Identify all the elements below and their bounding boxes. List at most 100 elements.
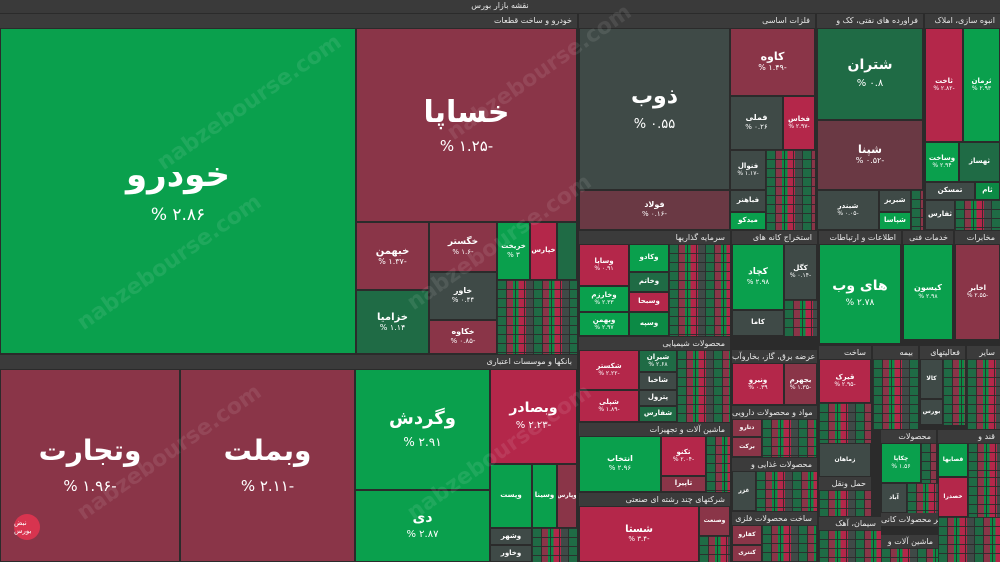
tile-kaveh[interactable]: کاوه % ۱.۴۹-: [730, 28, 815, 96]
tile-vgardesh[interactable]: وگردش % ۲.۹۱: [355, 369, 490, 490]
tile-tkno[interactable]: تکنو % ۲.۰۴-: [661, 436, 706, 476]
tile-kntrol[interactable]: کنتری: [732, 545, 762, 562]
tile-shbali[interactable]: شپلی % ۱.۸۹-: [579, 390, 639, 422]
tile-kfaro[interactable]: کفارو: [732, 525, 762, 545]
tile-bors[interactable]: بورس: [920, 399, 943, 425]
tile-kisun[interactable]: کیسون % ۲.۹۸: [903, 244, 953, 340]
tile-kchad[interactable]: کچاد % ۲.۹۸: [732, 244, 784, 310]
tile-khavar[interactable]: خاور % ۰.۴۴: [429, 272, 497, 320]
tile-group-chemical-small[interactable]: [677, 350, 730, 422]
tile-kalar[interactable]: کالا: [920, 359, 943, 399]
tile-group-support-small[interactable]: [943, 359, 965, 425]
tile-shapna[interactable]: شپنا % ۰.۵۲-: [817, 120, 923, 190]
tile-tamasakan[interactable]: تمسکن: [925, 182, 975, 200]
tile-group-bottom-mid[interactable]: [881, 548, 938, 562]
tile-khbahman[interactable]: خبهمن % ۱.۳۷-: [356, 222, 429, 290]
tile-small-auto[interactable]: [557, 222, 577, 280]
tile-vkhatam[interactable]: وخاتم: [629, 272, 669, 292]
tile-group-machinery-small[interactable]: [706, 436, 730, 492]
tile-vkado[interactable]: وکادو: [629, 244, 669, 272]
tile-group-auto-small[interactable]: [497, 280, 577, 354]
tile-zob[interactable]: ذوب % ۰.۵۵: [579, 28, 730, 190]
tile-group-bottom-right[interactable]: [938, 517, 1000, 562]
tile-vbahman[interactable]: وبهمن % ۲.۹۷: [579, 312, 629, 336]
tile-group-pharma-small[interactable]: [819, 403, 871, 443]
tile-vsakht[interactable]: وساخت % ۲.۹۴: [925, 142, 959, 182]
tile-sakhab[interactable]: ثاخت % ۲.۸۲-: [925, 28, 963, 142]
tile-vsanat[interactable]: وصنعت: [699, 506, 730, 536]
tile-vshahr[interactable]: وشهر: [490, 528, 532, 545]
tile-qirak[interactable]: قیرک % ۲.۹۵-: [819, 359, 871, 403]
tile-di[interactable]: دی % ۲.۸۷: [355, 490, 490, 562]
tile-fnovin[interactable]: فنوال % ۱.۱۷-: [730, 150, 766, 190]
tile-midko[interactable]: میدکو: [730, 212, 766, 230]
tile-group-transport[interactable]: [819, 490, 871, 516]
tile-group-insurance[interactable]: [873, 359, 918, 429]
tile-sam[interactable]: ثام: [975, 182, 1000, 200]
tile-vsabha[interactable]: وسبحا: [629, 292, 669, 312]
tile-shbandar[interactable]: شبندر % ۰.۰۵-: [817, 190, 879, 230]
tile-group-cement-small[interactable]: [955, 200, 1000, 230]
tile-vsapa2[interactable]: وسپه: [629, 312, 669, 336]
tile-dbarkat[interactable]: برکت: [732, 437, 762, 457]
tile-group-products-small[interactable]: [921, 443, 936, 483]
tile-saheza[interactable]: ثهساز: [959, 142, 1000, 182]
tile-khzamia[interactable]: خزامیا % ۱.۱۴: [356, 290, 429, 354]
tile-vkhavar[interactable]: وخاور: [490, 545, 532, 562]
tile-shekastar[interactable]: شکستر % ۲.۲۲-: [579, 350, 639, 390]
tile-group-banks-small[interactable]: [532, 528, 577, 562]
tile-group-cement2[interactable]: [819, 530, 881, 562]
tile-shatran[interactable]: شتران % ۰.۸: [817, 28, 923, 120]
tile-gazar[interactable]: غزر: [732, 471, 756, 511]
tile-akhaber[interactable]: اخابر % ۲.۵۵-: [955, 244, 1000, 340]
tile-vpost[interactable]: وپست: [490, 464, 532, 528]
tile-group-misc[interactable]: [907, 483, 938, 513]
tile-vparsa[interactable]: وپارس: [557, 464, 577, 528]
tile-group-multi-small[interactable]: [699, 536, 730, 562]
tile-fooland[interactable]: فولاد % ۰.۱۶-: [579, 190, 730, 230]
tile-shpetrol[interactable]: پترول: [639, 390, 677, 406]
tile-group-refinery-small[interactable]: [911, 190, 923, 230]
tile-kama[interactable]: کاما: [732, 310, 784, 336]
tile-sharman[interactable]: ثرمان % ۲.۹۳: [963, 28, 1000, 142]
tile-shaspa[interactable]: شاخبا: [639, 372, 677, 390]
tile-group-invest-small[interactable]: [669, 244, 730, 336]
tile-bjahrom[interactable]: بجهرم % ۱.۳۵-: [784, 363, 817, 405]
tile-group-drugs-small[interactable]: [762, 419, 817, 457]
tile-tapira[interactable]: تاپیرا: [661, 476, 706, 492]
tile-hai-web[interactable]: های وب % ۲.۷۸: [819, 244, 901, 344]
tile-khgostar[interactable]: خگستر % ۱.۶-: [429, 222, 497, 272]
tile-group-mining-small[interactable]: [784, 300, 817, 336]
tile-entekhab[interactable]: انتخاب % ۲.۹۶: [579, 436, 661, 492]
tile-group-sugar-small[interactable]: [968, 443, 1000, 477]
tile-khesra[interactable]: خصدرا: [938, 477, 968, 517]
tile-khsapa[interactable]: خساپا % ۱.۲۵-: [356, 28, 577, 222]
tile-khparas[interactable]: خپارس: [530, 222, 557, 280]
tile-shiran[interactable]: شیران % ۲.۶۸: [639, 350, 677, 372]
tile-sfars[interactable]: ثفارس: [925, 200, 955, 230]
tile-dtaro[interactable]: دتارو: [732, 419, 762, 437]
tile-ghasabha[interactable]: قصابها: [938, 443, 968, 477]
tile-zmaharan[interactable]: زماهان: [819, 443, 871, 477]
tile-fkhas[interactable]: فخاس % ۲.۹۷-: [783, 96, 815, 150]
tile-khriz[interactable]: خریخت % ۳: [497, 222, 530, 280]
tile-vbsader[interactable]: وبصادر % ۲.۲۳-: [490, 369, 577, 464]
tile-vnirou[interactable]: ونیرو % ۰.۳۹: [732, 363, 784, 405]
tile-group-other-small[interactable]: [967, 359, 1000, 429]
tile-chaknik[interactable]: چکاپا % ۱.۵۶: [881, 443, 921, 483]
tile-group-misc2[interactable]: [968, 477, 1000, 517]
tile-shesfahan[interactable]: شفارس: [639, 406, 677, 422]
tile-khodro[interactable]: خودرو % ۲.۸۶: [0, 28, 356, 354]
tile-abad[interactable]: آباد: [881, 483, 907, 513]
tile-shasta[interactable]: شستا % ۳.۴-: [579, 506, 699, 562]
tile-shpasa[interactable]: شپاسا: [879, 212, 911, 230]
tile-kgol[interactable]: کگل % ۰.۱۴-: [784, 244, 817, 300]
tile-group-metals-small[interactable]: [766, 150, 815, 230]
tile-fbahonar[interactable]: فباهنر: [730, 190, 766, 212]
tile-vkharazm[interactable]: وخارزم % ۲.۳۳: [579, 286, 629, 312]
tile-vbmellat[interactable]: وبملت % ۲.۱۱-: [180, 369, 355, 562]
tile-khkaveh[interactable]: خکاوه % ۰.۸۵-: [429, 320, 497, 354]
tile-vsina[interactable]: وسینا: [532, 464, 557, 528]
tile-shbriz[interactable]: شبریز: [879, 190, 911, 212]
tile-group-food-small[interactable]: [756, 471, 817, 511]
